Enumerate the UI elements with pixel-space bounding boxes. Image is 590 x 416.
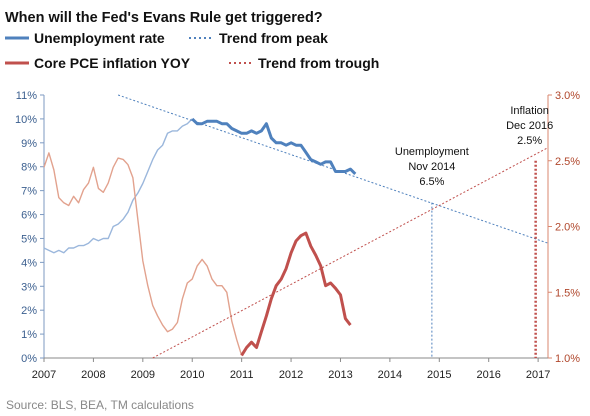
- y-left-tick-label: 6%: [21, 210, 37, 222]
- y-left-tick-label: 8%: [21, 162, 37, 174]
- unemployment-target-label: Unemployment: [395, 146, 469, 158]
- source-note: Source: BLS, BEA, TM calculations: [6, 398, 194, 412]
- series-core-pce-inflation-yoy-early: [43, 152, 243, 356]
- y-left-tick-label: 1%: [21, 329, 37, 341]
- y-left-tick-label: 5%: [21, 233, 37, 245]
- annotations: Unemployment Nov 2014 6.5% Inflation Dec 201…: [395, 105, 553, 358]
- inflation-target-label: 2.5%: [517, 135, 542, 147]
- x-tick-label: 2008: [81, 369, 105, 381]
- unemployment-target-label: Nov 2014: [408, 161, 455, 173]
- series-unemployment-rate-recent: [191, 117, 357, 175]
- x-tick-label: 2017: [526, 369, 550, 381]
- series-core-pce-inflation-yoy-recent: [240, 231, 352, 357]
- legend-label-trend-from-peak: Trend from peak: [219, 30, 328, 46]
- y-right-tick-label: 1.0%: [555, 353, 580, 365]
- x-tick-label: 2010: [180, 369, 204, 381]
- chart-title: When will the Fed's Evans Rule get trigg…: [5, 10, 323, 26]
- axes: 0% 1% 2% 3% 4% 5% 6% 7% 8% 9% 10% 11% 1.0% 1.5% 2.0% 2.…: [15, 90, 580, 381]
- series-group: [43, 94, 549, 359]
- legend-label-trend-from-trough: Trend from trough: [258, 55, 379, 71]
- series-trend-from-trough: [152, 147, 549, 359]
- inflation-target-label: Inflation: [510, 105, 549, 117]
- y-left-tick-label: 3%: [21, 281, 37, 293]
- y-right-tick-label: 3.0%: [555, 90, 580, 102]
- y-left-tick-label: 9%: [21, 138, 37, 150]
- unemployment-target-label: 6.5%: [419, 176, 444, 188]
- x-tick-label: 2013: [328, 369, 352, 381]
- y-left-tick-label: 7%: [21, 186, 37, 198]
- y-left-tick-label: 2%: [21, 305, 37, 317]
- x-tick-label: 2011: [230, 369, 254, 381]
- series-unemployment-rate-early: [43, 118, 193, 254]
- legend-label-core-pce-inflation-yoy: Core PCE inflation YOY: [34, 55, 191, 71]
- inflation-target-label: Dec 2016: [506, 120, 553, 132]
- y-left-tick-label: 11%: [16, 90, 37, 102]
- y-left-tick-label: 4%: [21, 257, 37, 269]
- legend: Unemployment rate Trend from peak Core PCE…: [5, 30, 379, 71]
- y-right-tick-label: 2.5%: [555, 156, 580, 168]
- y-right-tick-label: 1.5%: [555, 287, 580, 299]
- x-tick-label: 2009: [131, 369, 155, 381]
- x-tick-label: 2007: [32, 369, 56, 381]
- x-tick-label: 2012: [279, 369, 303, 381]
- x-tick-label: 2015: [427, 369, 451, 381]
- legend-label-unemployment-rate: Unemployment rate: [34, 30, 165, 46]
- x-tick-label: 2014: [378, 369, 402, 381]
- y-left-tick-label: 0%: [21, 353, 37, 365]
- y-left-tick-label: 10%: [15, 114, 37, 126]
- x-tick-label: 2016: [476, 369, 500, 381]
- y-right-tick-label: 2.0%: [555, 222, 580, 234]
